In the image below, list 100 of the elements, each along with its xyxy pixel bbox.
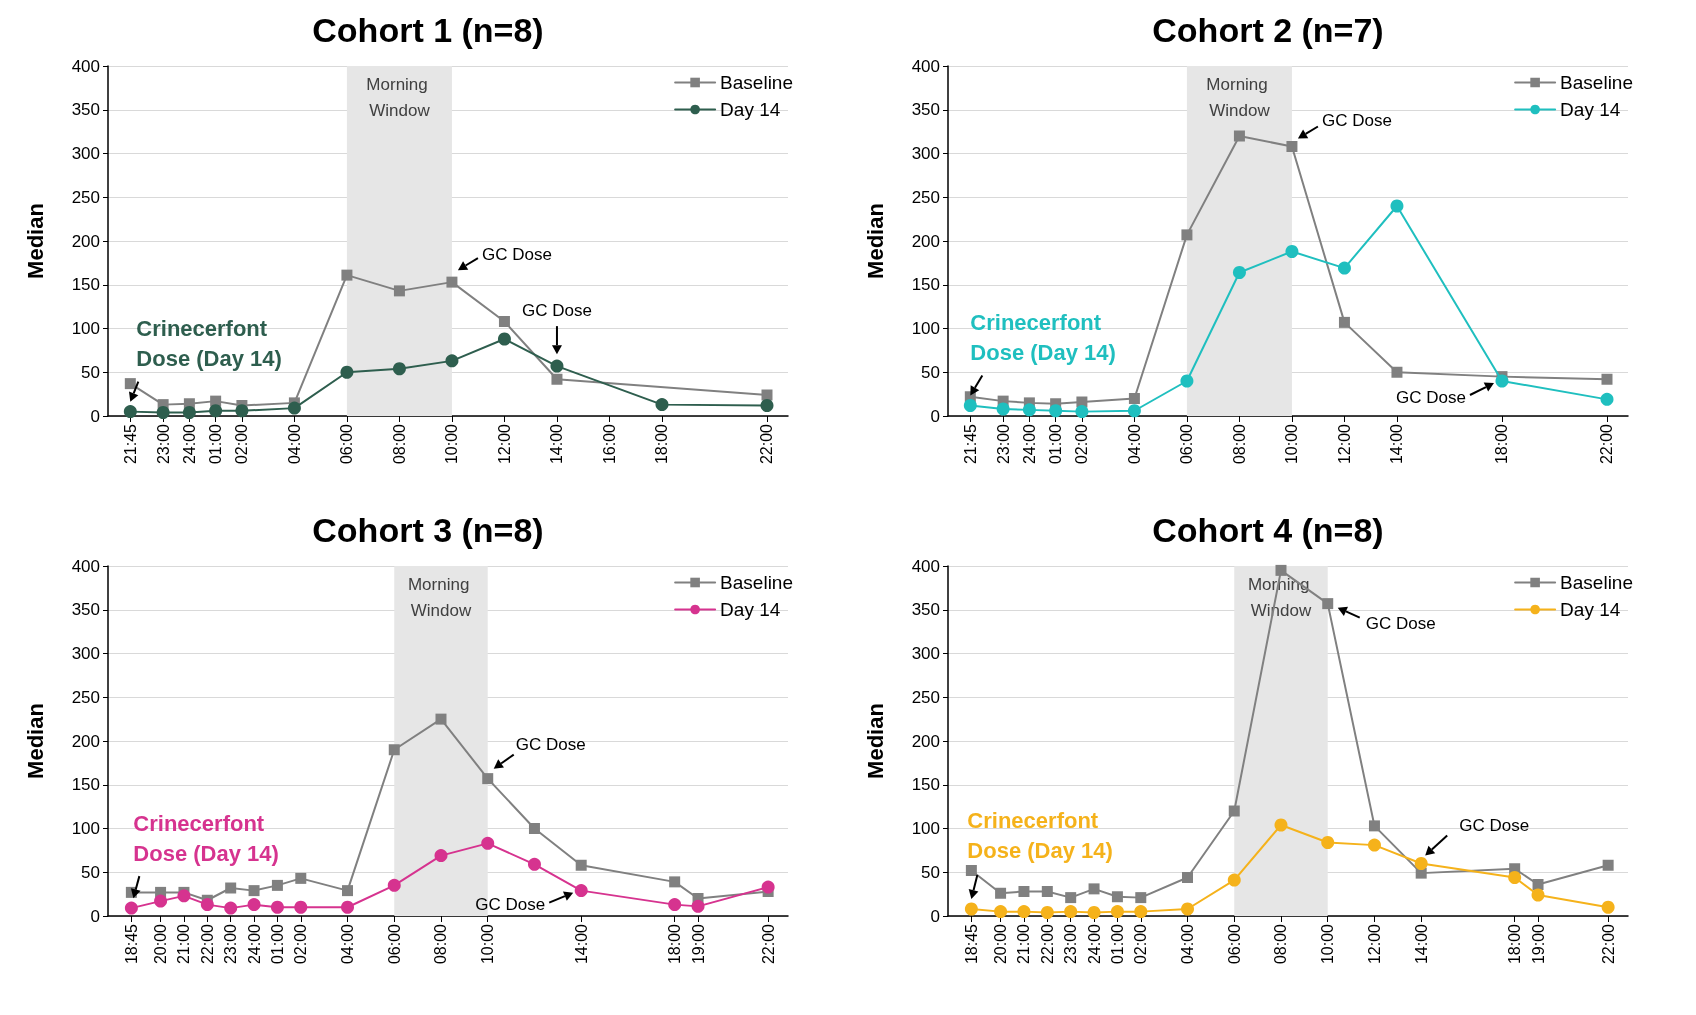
y-tick-label: 0 (90, 406, 100, 426)
annotation: GC Dose (475, 894, 546, 914)
x-tick-label: 06:00 (1225, 923, 1243, 964)
y-tick-label: 150 (71, 275, 100, 295)
x-tick-label: 22:00 (198, 923, 216, 964)
y-tick-label: 300 (71, 643, 100, 663)
y-axis-title: Median (22, 203, 48, 279)
chart-title: Cohort 3 (n=8) (312, 510, 544, 549)
x-tick-label: 22:00 (759, 923, 777, 964)
x-tick-label: 18:45 (122, 923, 140, 964)
y-tick-label: 400 (911, 56, 940, 76)
x-tick-label: 20:00 (992, 923, 1010, 964)
x-tick-label: 21:00 (175, 923, 193, 964)
x-tick-label: 21:45 (121, 423, 139, 465)
annotation: Crinecerfont Dose (Day 14) (133, 810, 279, 866)
y-tick-label: 300 (71, 144, 100, 163)
annotation: GC Dose (1365, 613, 1436, 633)
x-tick-label: 08:00 (432, 923, 450, 964)
x-tick-label: 04:00 (1125, 423, 1143, 465)
y-tick-label: 50 (81, 862, 100, 882)
x-tick-label: 16:00 (600, 423, 618, 465)
x-tick-label: 02:00 (1073, 423, 1091, 465)
y-tick-label: 400 (911, 556, 940, 575)
x-tick-label: 18:45 (962, 923, 980, 964)
x-tick-label: 18:00 (666, 923, 684, 964)
x-tick-label: 22:00 (1598, 423, 1616, 465)
y-tick-label: 350 (71, 100, 100, 120)
x-tick-label: 23:00 (154, 423, 172, 465)
x-tick-label: 19:00 (1529, 923, 1547, 964)
chart-title: Cohort 1 (n=8) (312, 11, 544, 49)
x-tick-label: 24:00 (1085, 923, 1103, 964)
y-tick-label: 250 (911, 687, 940, 707)
y-tick-label: 250 (71, 687, 100, 707)
x-tick-label: 08:00 (390, 423, 408, 465)
y-tick-label: 200 (911, 231, 940, 251)
y-tick-label: 300 (911, 144, 940, 163)
y-tick-label: 350 (911, 599, 940, 619)
y-tick-label: 50 (921, 362, 940, 382)
x-tick-label: 12:00 (495, 423, 513, 465)
chart-title: Cohort 2 (n=7) (1152, 11, 1384, 49)
x-tick-label: 06:00 (1178, 423, 1196, 465)
x-tick-label: 04:00 (285, 423, 303, 465)
x-tick-label: 10:00 (479, 923, 497, 964)
legend-label: Baseline (1560, 72, 1634, 93)
x-tick-label: 12:00 (1365, 923, 1383, 964)
x-tick-label: 02:00 (292, 923, 310, 964)
x-tick-label: 18:00 (1493, 423, 1511, 465)
x-tick-label: 06:00 (338, 423, 356, 465)
x-tick-label: 14:00 (572, 923, 590, 964)
x-tick-label: 24:00 (180, 423, 198, 465)
annotation: GC Dose (515, 734, 586, 754)
y-tick-label: 300 (911, 643, 940, 663)
x-tick-label: 22:00 (758, 423, 776, 465)
x-tick-label: 08:00 (1230, 423, 1248, 465)
legend-label: Day 14 (1560, 598, 1621, 620)
x-tick-label: 02:00 (1132, 923, 1150, 964)
y-tick-label: 250 (71, 187, 100, 207)
x-tick-label: 04:00 (339, 923, 357, 964)
annotation: GC Dose (522, 300, 592, 320)
x-tick-label: 20:00 (152, 923, 170, 964)
y-tick-label: 400 (71, 56, 100, 76)
y-tick-label: 50 (81, 362, 100, 382)
annotation: GC Dose (1321, 111, 1392, 130)
chart-title: Cohort 4 (n=8) (1152, 510, 1384, 549)
x-tick-label: 01:00 (268, 923, 286, 964)
y-tick-label: 50 (921, 862, 940, 882)
y-tick-label: 350 (911, 100, 940, 120)
legend-label: Baseline (1560, 571, 1634, 593)
x-tick-label: 06:00 (385, 923, 403, 964)
x-tick-label: 08:00 (1272, 923, 1290, 964)
x-tick-label: 01:00 (1047, 423, 1065, 465)
band-label: Morning Window (407, 574, 475, 619)
y-tick-label: 150 (911, 275, 940, 295)
y-tick-label: 200 (911, 731, 940, 750)
x-tick-label: 21:00 (1015, 923, 1033, 964)
y-axis-title: Median (862, 702, 888, 779)
legend-label: Baseline (720, 571, 794, 593)
y-axis-title: Median (862, 203, 888, 279)
annotation: GC Dose (1396, 387, 1466, 407)
x-tick-label: 22:00 (1038, 923, 1056, 964)
x-tick-label: 12:00 (1335, 423, 1353, 465)
y-tick-label: 100 (911, 319, 940, 338)
x-tick-label: 18:00 (1506, 923, 1524, 964)
y-tick-label: 150 (911, 774, 940, 794)
x-tick-label: 14:00 (1412, 923, 1430, 964)
y-tick-label: 100 (71, 319, 100, 338)
annotation: Crinecerfont Dose (Day 14) (967, 807, 1113, 862)
legend-label: Day 14 (720, 598, 781, 620)
x-tick-label: 04:00 (1179, 923, 1197, 964)
legend-label: Baseline (720, 72, 794, 93)
x-tick-label: 10:00 (1283, 423, 1301, 465)
x-tick-label: 02:00 (233, 423, 251, 465)
x-tick-label: 10:00 (443, 423, 461, 465)
x-tick-label: 23:00 (222, 923, 240, 964)
x-tick-label: 23:00 (994, 423, 1012, 465)
legend-label: Day 14 (720, 99, 781, 120)
y-tick-label: 200 (71, 731, 100, 750)
band-label: Morning Window (366, 74, 433, 120)
x-tick-label: 18:00 (653, 423, 671, 465)
y-tick-label: 400 (71, 556, 100, 575)
